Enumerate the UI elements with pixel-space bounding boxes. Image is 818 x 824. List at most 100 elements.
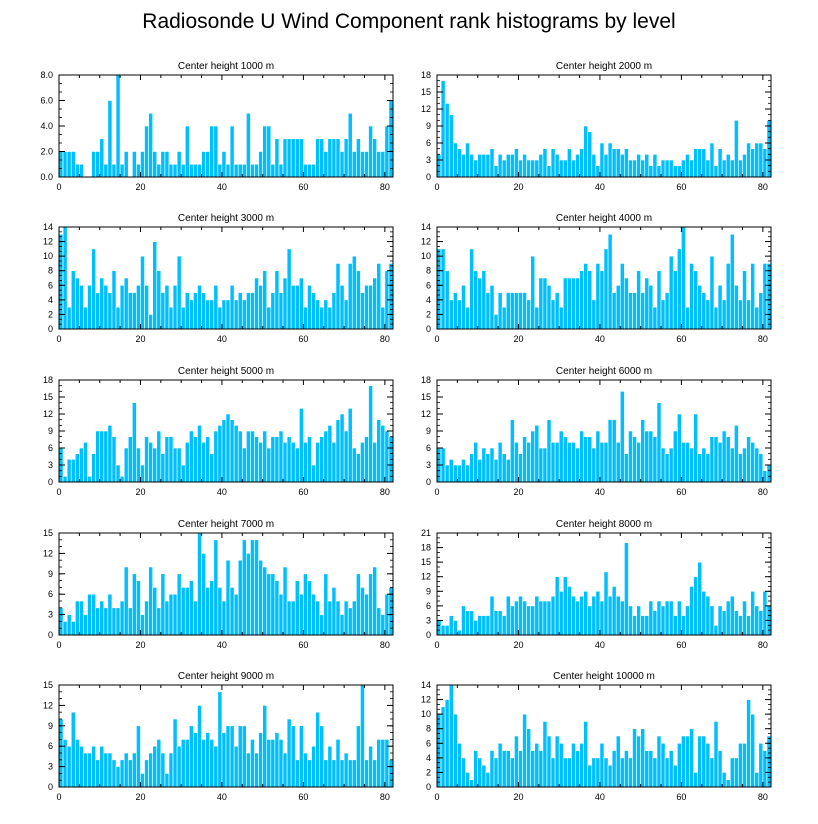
histogram-bar — [140, 151, 145, 178]
histogram-bar — [168, 593, 174, 636]
y-tick-label: 9 — [426, 426, 431, 436]
histogram-bar — [448, 615, 454, 636]
x-tick-label: 40 — [595, 792, 605, 802]
histogram-bar — [266, 447, 272, 483]
histogram-bar — [266, 125, 272, 178]
histogram-bar — [469, 779, 474, 788]
histogram-bar — [758, 610, 764, 636]
histogram-bar — [562, 576, 568, 636]
histogram-bar — [144, 600, 149, 636]
histogram-bar — [327, 745, 333, 788]
histogram-bar — [91, 151, 96, 178]
histogram-bar — [127, 436, 133, 483]
histogram-bar — [286, 436, 292, 483]
histogram-bar — [681, 615, 686, 636]
histogram-bar — [595, 430, 601, 483]
histogram-bar — [307, 580, 312, 636]
histogram-bar — [505, 459, 511, 483]
y-tick-label: 6 — [426, 738, 431, 748]
histogram-bar — [510, 419, 515, 483]
histogram-bar — [611, 586, 617, 636]
histogram-bar — [331, 138, 337, 178]
histogram-bar — [79, 284, 84, 330]
histogram-bar — [351, 759, 357, 788]
y-tick-label: 21 — [421, 528, 431, 538]
histogram-bar — [156, 270, 162, 330]
histogram-bar — [278, 163, 284, 178]
histogram-bar — [562, 277, 568, 330]
histogram-bar — [258, 559, 263, 636]
histogram-bar — [721, 159, 727, 178]
histogram-bar — [465, 610, 470, 636]
histogram-bar — [664, 292, 670, 330]
y-tick-label: 10 — [421, 251, 431, 261]
histogram-bar — [632, 159, 637, 178]
y-tick-label: 18 — [421, 375, 431, 385]
histogram-bar — [351, 600, 357, 636]
histogram-bar — [278, 593, 284, 636]
histogram-bar — [66, 614, 72, 636]
histogram-bar — [274, 732, 280, 788]
x-tick-label: 20 — [513, 334, 523, 344]
histogram-bar — [364, 593, 369, 636]
histogram-bar — [136, 163, 141, 178]
histogram-bar — [229, 419, 235, 483]
y-tick-label: 15 — [421, 87, 431, 97]
histogram-bar — [705, 299, 711, 330]
histogram-bar — [603, 571, 609, 636]
histogram-bar — [286, 718, 292, 788]
histogram-bar — [615, 595, 621, 636]
histogram-bar — [648, 600, 654, 636]
chart-panel: Center height 10000 m 0 20 40 60 80 0 2 4 6 8 10 12 1… — [421, 671, 772, 802]
x-tick-label: 0 — [56, 334, 61, 344]
histogram-bar — [307, 163, 312, 178]
histogram-bar — [558, 159, 564, 178]
histogram-bar — [99, 138, 105, 178]
histogram-bar — [254, 163, 259, 178]
histogram-bar — [119, 476, 125, 483]
histogram-bar — [518, 595, 523, 636]
histogram-bar — [530, 605, 536, 636]
histogram-bar — [477, 615, 483, 636]
histogram-bar — [567, 586, 572, 636]
histogram-bar — [624, 750, 629, 788]
histogram-bar — [758, 292, 764, 330]
histogram-bar — [376, 739, 382, 788]
histogram-bar — [225, 413, 231, 483]
histogram-bar — [372, 442, 378, 483]
histogram-bar — [323, 299, 329, 330]
histogram-bar — [599, 442, 605, 483]
histogram-bar — [254, 539, 259, 636]
histogram-bar — [583, 125, 589, 178]
histogram-bar — [591, 595, 597, 636]
histogram-bar — [229, 725, 235, 788]
histogram-bar — [668, 159, 674, 178]
histogram-bar — [66, 151, 72, 178]
histogram-bar — [693, 413, 698, 483]
histogram-bar — [591, 757, 597, 788]
histogram-bar — [697, 284, 703, 330]
histogram-bar — [587, 131, 593, 178]
histogram-bar — [323, 151, 329, 178]
histogram-bar — [518, 453, 523, 483]
histogram-bar — [729, 595, 735, 636]
histogram-bar — [156, 607, 162, 636]
histogram-bar — [58, 151, 64, 178]
histogram-bar — [624, 453, 629, 483]
histogram-bar — [99, 745, 105, 788]
histogram-bar — [505, 154, 511, 178]
chart-panel: Center height 6000 m 0 20 40 60 80 0 3 6 9 12 15 18 — [421, 366, 772, 497]
histogram-bar — [70, 151, 76, 178]
histogram-bar — [497, 610, 503, 636]
histogram-bar — [717, 750, 723, 788]
histogram-bar — [213, 745, 219, 788]
y-tick-label: 6.0 — [40, 96, 53, 106]
histogram-bar — [624, 542, 629, 636]
histogram-bar — [746, 299, 751, 330]
histogram-bar — [66, 459, 72, 483]
histogram-bar — [636, 735, 641, 788]
histogram-bar — [258, 442, 263, 483]
chart-panel: Center height 2000 m 0 20 40 60 80 0 3 6 9 12 15 18 — [421, 61, 772, 192]
histogram-bar — [160, 752, 166, 788]
